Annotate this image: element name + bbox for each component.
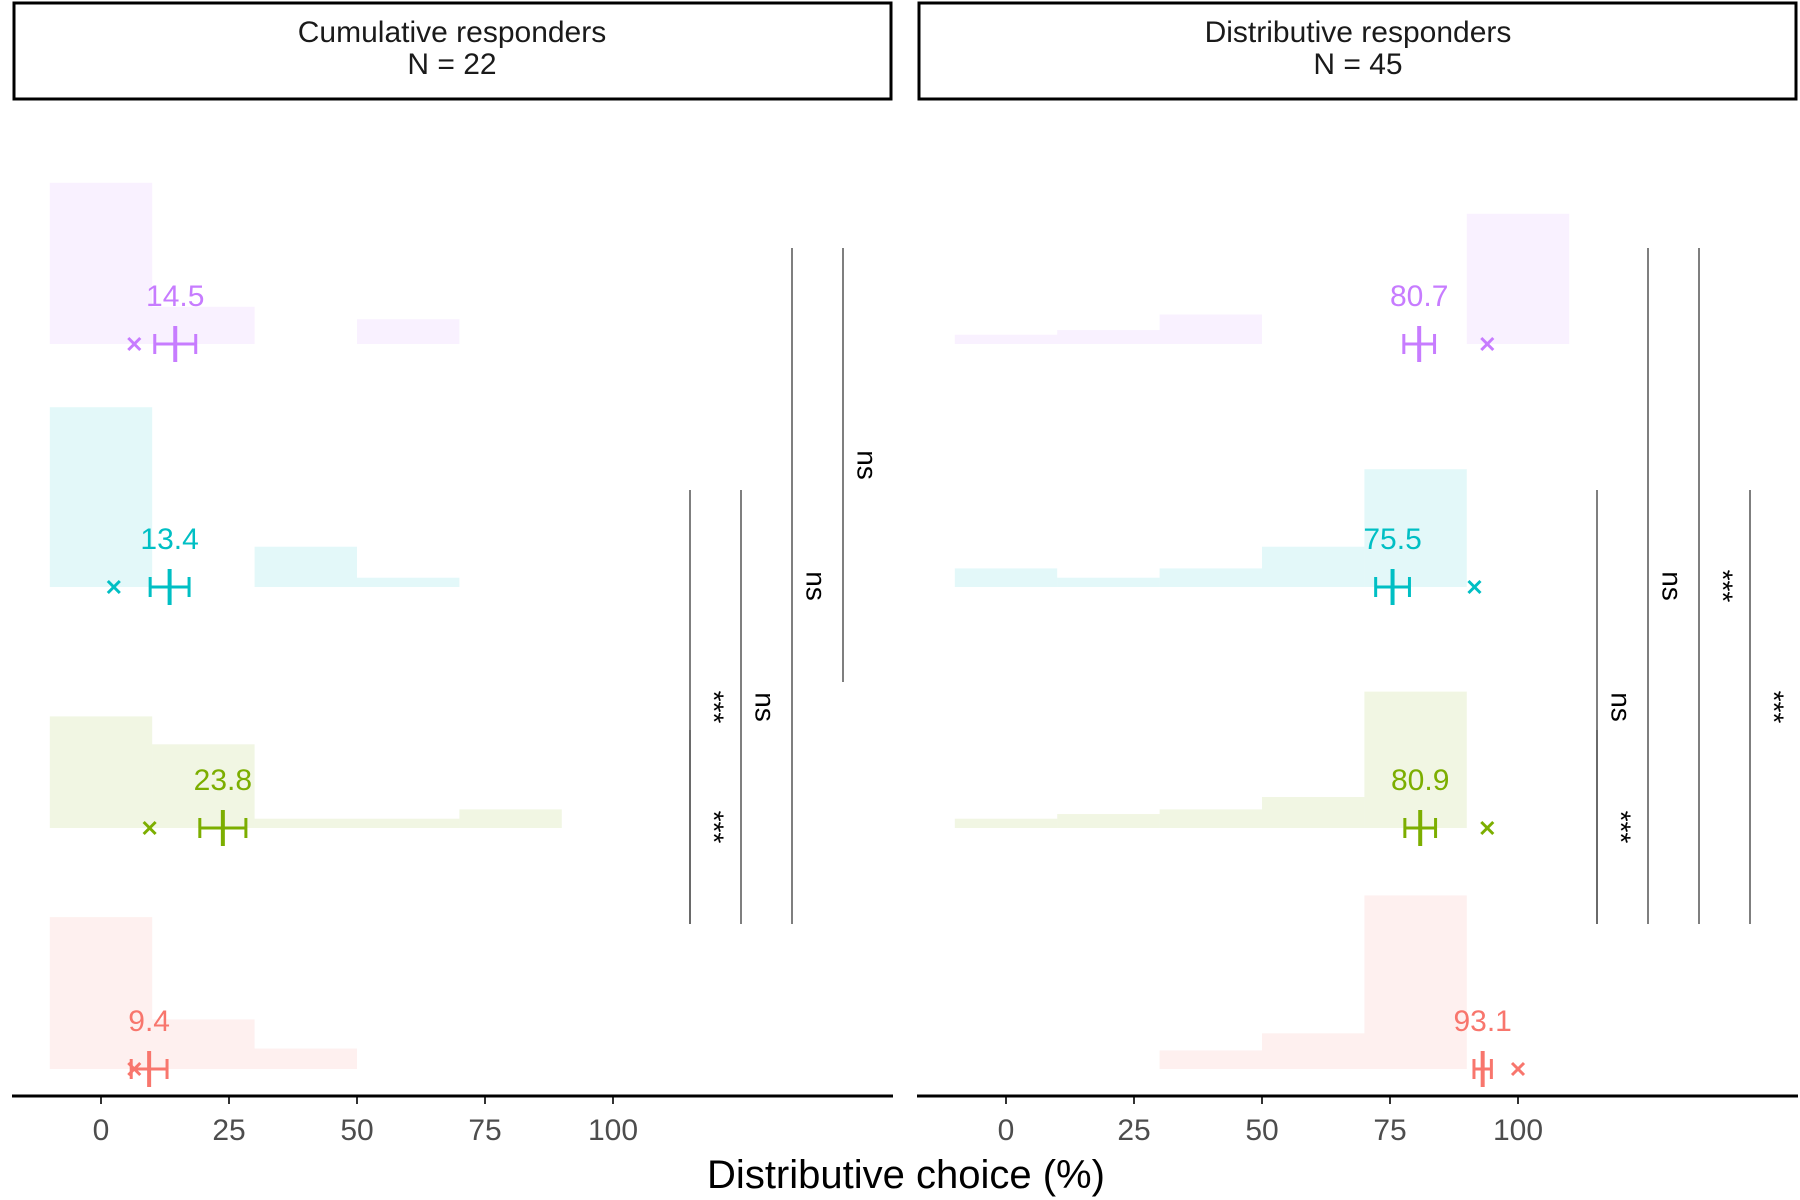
mean-label: 75.5 xyxy=(1363,523,1421,556)
histogram-bar xyxy=(357,319,460,344)
mean-label: 80.9 xyxy=(1391,764,1449,797)
panel-distributive-responders: Distributive responders N = 45 0 25 50 75 10… xyxy=(917,1,1798,1147)
median-marker-stroke xyxy=(106,579,121,595)
histogram-bar xyxy=(152,306,255,344)
histogram-bar xyxy=(1159,568,1262,587)
strip-count: N = 45 xyxy=(1313,48,1402,81)
median-marker-stroke xyxy=(1480,336,1495,352)
histogram-bar xyxy=(357,818,460,828)
median-marker-stroke xyxy=(142,820,157,836)
histogram-bar xyxy=(1466,213,1570,344)
strip-box xyxy=(12,1,893,101)
median-marker-stroke xyxy=(1510,1061,1526,1077)
median-marker xyxy=(142,820,157,836)
significance-label: ns xyxy=(852,450,883,480)
histogram-bar xyxy=(254,1048,357,1069)
strip-count: N = 22 xyxy=(407,48,496,81)
median-marker xyxy=(1467,579,1482,595)
median-marker-stroke xyxy=(127,336,142,352)
significance-label: *** xyxy=(699,691,730,724)
histogram-bar xyxy=(357,577,460,587)
x-axis-title: Distributive choice (%) xyxy=(707,1153,1105,1197)
x-tick-label: 100 xyxy=(1493,1114,1543,1147)
median-marker xyxy=(1480,336,1495,352)
histogram-bar xyxy=(49,917,153,1069)
mean-label: 80.7 xyxy=(1390,280,1448,313)
median-marker xyxy=(127,336,142,352)
median-marker-stroke xyxy=(1467,579,1482,595)
significance-label: *** xyxy=(1708,570,1739,603)
strip-title: Cumulative responders xyxy=(298,16,606,49)
median-marker xyxy=(106,579,121,595)
histogram-bar xyxy=(459,809,562,828)
x-tick-label: 50 xyxy=(1245,1114,1278,1147)
mean-label: 14.5 xyxy=(146,280,204,313)
histogram-bar xyxy=(152,744,255,828)
x-tick-label: 100 xyxy=(588,1114,638,1147)
histogram-bar xyxy=(1057,814,1160,828)
significance-label: *** xyxy=(699,811,730,844)
histogram-bar xyxy=(1057,577,1160,587)
histogram-bar xyxy=(49,182,153,344)
significance-label: *** xyxy=(1606,811,1637,844)
histogram-bar xyxy=(254,818,357,828)
histogram-bar xyxy=(254,546,357,587)
x-tick-label: 25 xyxy=(212,1114,245,1147)
significance-label: ns xyxy=(1657,571,1688,601)
x-tick-label: 0 xyxy=(998,1114,1015,1147)
mean-label: 23.8 xyxy=(194,764,252,797)
x-tick-label: 75 xyxy=(1373,1114,1406,1147)
significance-label: ns xyxy=(1606,692,1637,722)
x-tick-label: 0 xyxy=(93,1114,110,1147)
histogram-bar xyxy=(1262,797,1365,828)
histogram-bar xyxy=(954,818,1058,828)
x-tick-label: 25 xyxy=(1117,1114,1150,1147)
histogram-bar xyxy=(1364,895,1467,1069)
histogram-bar xyxy=(1057,330,1160,344)
histogram-bar xyxy=(152,1019,255,1069)
plot-area: 0 25 50 75 100 80.7 75.5 80.9 93.1 ns *** *** ns *** xyxy=(954,213,1790,1147)
histogram-bar xyxy=(1364,469,1467,587)
mean-label: 13.4 xyxy=(140,523,198,556)
x-tick-label: 75 xyxy=(468,1114,501,1147)
histogram-bar xyxy=(1364,691,1467,828)
significance-label: ns xyxy=(801,571,832,601)
histogram-bar xyxy=(954,334,1058,344)
panel-cumulative-responders: Cumulative responders N = 22 0 25 50 75 100 1… xyxy=(12,1,893,1147)
histogram-bar xyxy=(1262,546,1365,587)
strip-box xyxy=(917,1,1798,101)
histogram-bar xyxy=(1159,809,1262,828)
histogram-bar xyxy=(1262,1033,1365,1069)
significance-label: ns xyxy=(750,692,781,722)
histogram-bar xyxy=(49,407,153,587)
median-marker xyxy=(1510,1061,1526,1077)
median-marker-stroke xyxy=(1480,820,1495,836)
histogram-bar xyxy=(954,568,1058,587)
histogram-bar xyxy=(49,716,153,828)
mean-label: 93.1 xyxy=(1453,1005,1511,1038)
x-tick-label: 50 xyxy=(340,1114,373,1147)
significance-label: *** xyxy=(1759,691,1790,724)
plot-area: 0 25 50 75 100 14.5 13.4 23.8 9.4 ns ns ns *** *** xyxy=(49,182,883,1147)
histogram-bar xyxy=(1159,1050,1262,1069)
strip-title: Distributive responders xyxy=(1205,16,1512,49)
mean-label: 9.4 xyxy=(128,1005,170,1038)
histogram-bar xyxy=(1159,314,1262,344)
median-marker xyxy=(1480,820,1495,836)
